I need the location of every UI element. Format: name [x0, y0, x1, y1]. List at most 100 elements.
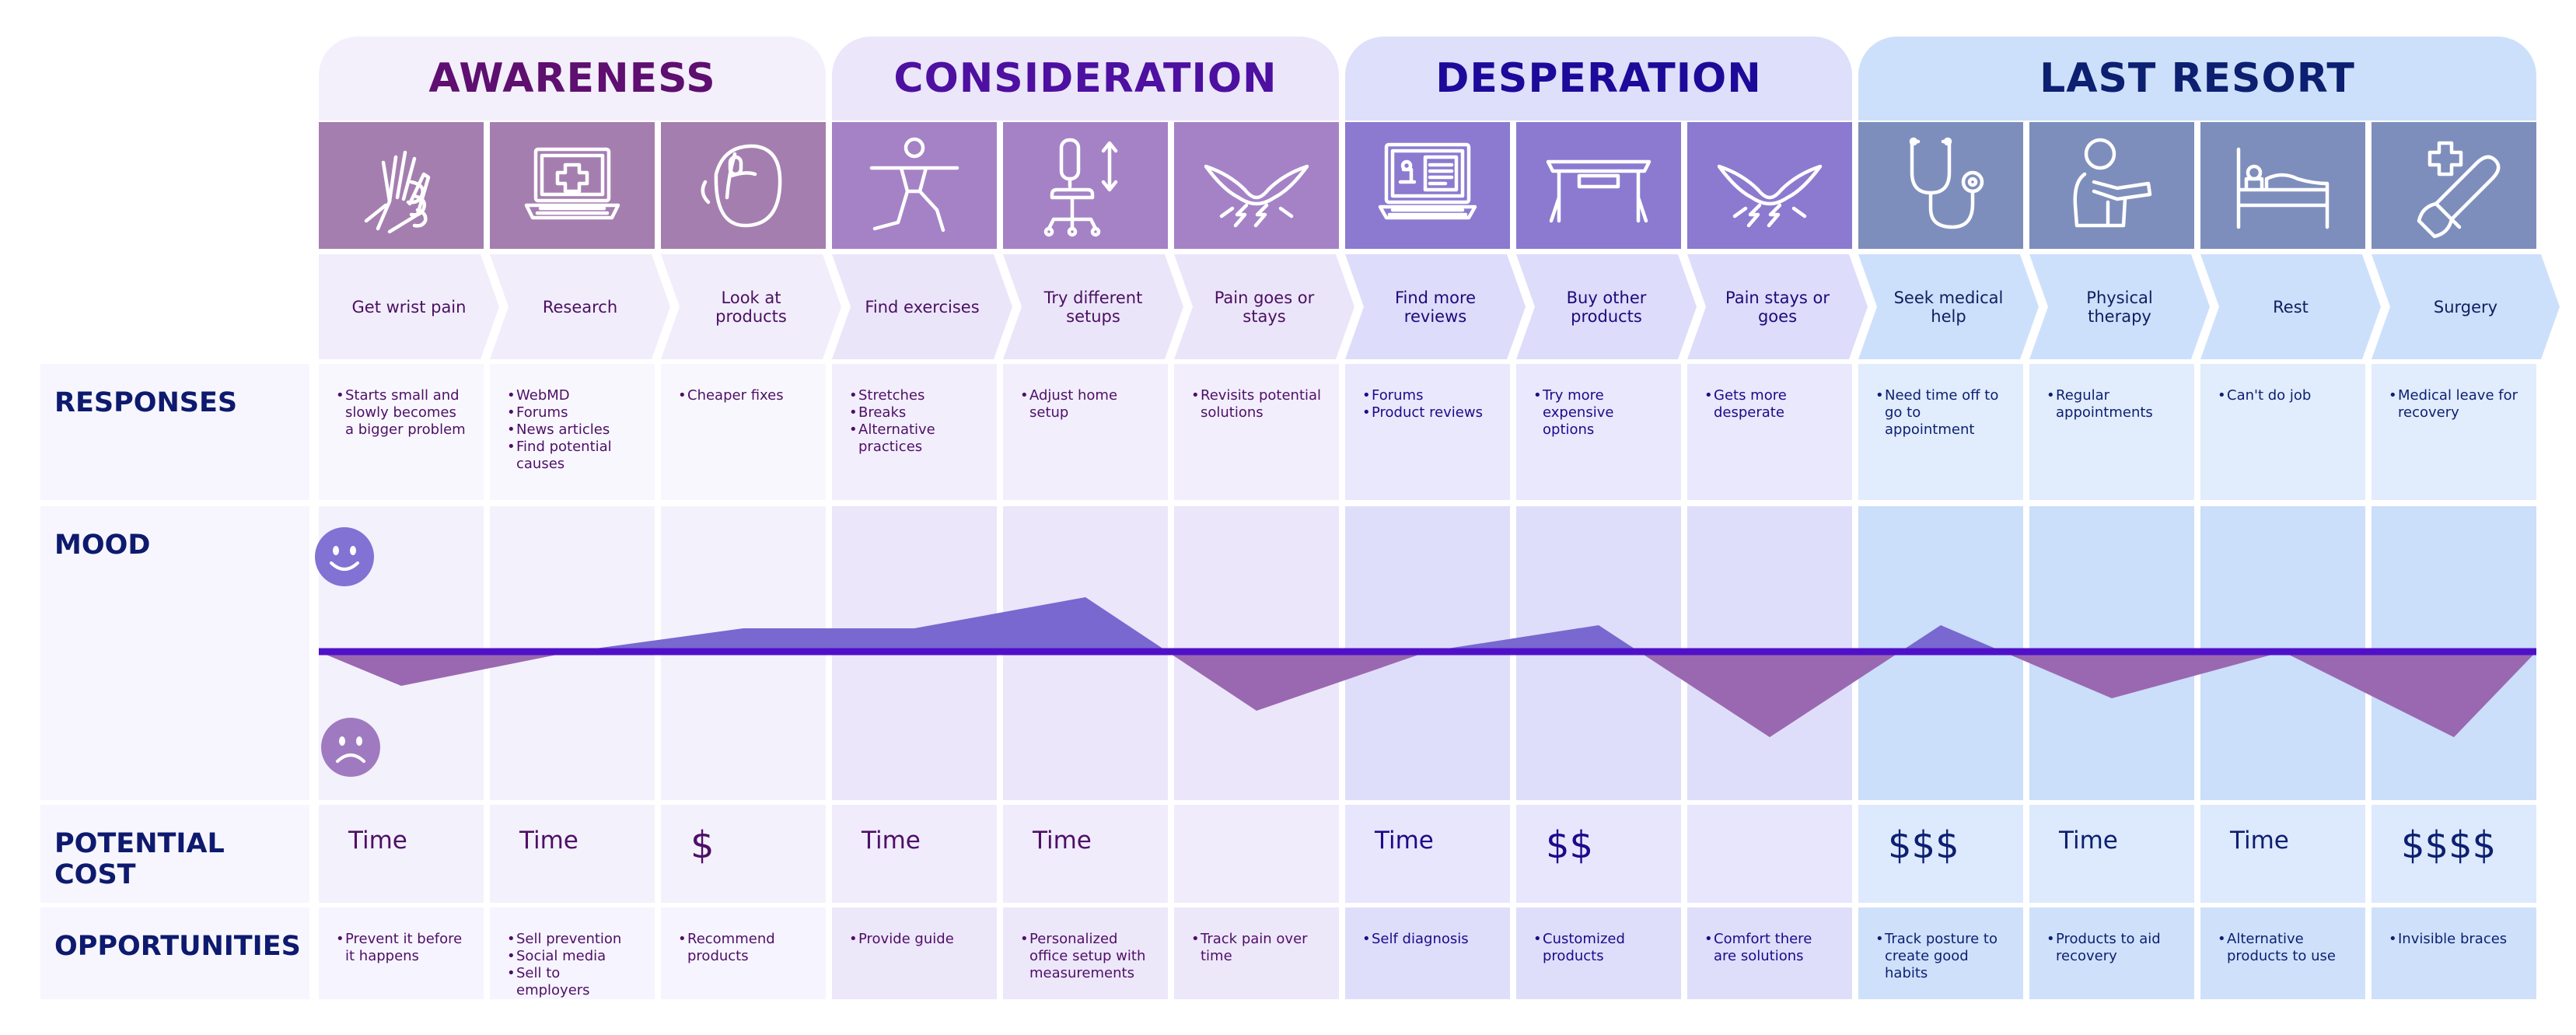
opportunity-item: Customized products: [1533, 931, 1664, 965]
responses-cell: StretchesBreaksAlternative practices: [832, 364, 997, 500]
response-item: Breaks: [849, 404, 980, 421]
step-label[interactable]: Try different setups: [1003, 254, 1183, 359]
opportunity-item: Sell to employers: [507, 965, 638, 999]
step-label[interactable]: Surgery: [2372, 254, 2560, 359]
physical-therapy-icon: [2073, 138, 2152, 227]
cost-cell: Time: [2029, 805, 2194, 903]
phase-header-3: LAST RESORT: [1858, 37, 2536, 121]
step-label[interactable]: Seek medical help: [1858, 254, 2039, 359]
scalpel-icon: [2417, 141, 2501, 238]
pain-flare-icon: [1717, 164, 1823, 227]
responses-list: Adjust home setup: [1020, 387, 1151, 421]
responses-list: Can't do job: [2218, 387, 2348, 404]
opportunities-list: Personalized office setup with measureme…: [1020, 931, 1151, 982]
step-label[interactable]: Find exercises: [832, 254, 1012, 359]
opportunities-cell: Sell preventionSocial mediaSell to emplo…: [490, 907, 655, 999]
responses-list: Gets more desperate: [1704, 387, 1835, 421]
pain-flare-icon: [1204, 164, 1309, 227]
cost-cell: Time: [1003, 805, 1168, 903]
responses-cell: Gets more desperate: [1687, 364, 1852, 500]
response-item: Can't do job: [2218, 387, 2348, 404]
opportunity-item: Comfort there are solutions: [1704, 931, 1835, 965]
opportunity-item: Track pain over time: [1191, 931, 1322, 965]
phase-header-0: AWARENESS: [319, 37, 826, 121]
responses-list: Regular appointments: [2046, 387, 2177, 421]
cost-cell: $$$$: [2372, 805, 2536, 903]
response-item: Adjust home setup: [1020, 387, 1151, 421]
response-item: Alternative practices: [849, 421, 980, 456]
opportunities-cell: Self diagnosis: [1345, 907, 1510, 999]
step-icon-tile: [319, 122, 484, 249]
step-label[interactable]: Buy other products: [1516, 254, 1697, 359]
responses-list: Starts small and slowly becomes a bigger…: [336, 387, 467, 439]
step-label[interactable]: Rest: [2200, 254, 2381, 359]
step-label[interactable]: Get wrist pain: [319, 254, 499, 359]
adjustable-chair-icon: [1043, 138, 1118, 236]
ergonomic-mouse-icon: [701, 144, 782, 227]
responses-list: Try more expensive options: [1533, 387, 1664, 439]
step-label[interactable]: Pain goes or stays: [1174, 254, 1354, 359]
responses-cell: Regular appointments: [2029, 364, 2194, 500]
smiley-face-icon: [315, 527, 374, 586]
responses-cell: Adjust home setup: [1003, 364, 1168, 500]
bed-rest-icon: [2236, 147, 2330, 229]
cost-cell: $$$: [1858, 805, 2023, 903]
responses-list: Revisits potential solutions: [1191, 387, 1322, 421]
cost-cell: [1687, 805, 1852, 903]
cost-cell: Time: [832, 805, 997, 903]
response-item: Stretches: [849, 387, 980, 404]
opportunities-list: Comfort there are solutions: [1704, 931, 1835, 965]
phase-header-2: DESPERATION: [1345, 37, 1852, 121]
responses-list: WebMDForumsNews articlesFind potential c…: [507, 387, 638, 473]
response-item: Starts small and slowly becomes a bigger…: [336, 387, 467, 439]
response-item: Need time off to go to appointment: [1875, 387, 2006, 439]
responses-cell: WebMDForumsNews articlesFind potential c…: [490, 364, 655, 500]
responses-cell: Try more expensive options: [1516, 364, 1681, 500]
responses-cell: Need time off to go to appointment: [1858, 364, 2023, 500]
step-icon-tile: [1687, 122, 1852, 249]
stethoscope-icon: [1909, 137, 1984, 229]
responses-cell: Cheaper fixes: [661, 364, 826, 500]
phase-header-1: CONSIDERATION: [832, 37, 1339, 121]
opportunities-list: Alternative products to use: [2218, 931, 2348, 965]
step-label[interactable]: Research: [490, 254, 670, 359]
responses-cell: Medical leave for recovery: [2372, 364, 2536, 500]
responses-cell: Can't do job: [2200, 364, 2365, 500]
responses-list: Cheaper fixes: [678, 387, 809, 404]
step-icon-tile: [2200, 122, 2365, 249]
responses-cell: Starts small and slowly becomes a bigger…: [319, 364, 484, 500]
stretching-person-icon: [869, 137, 959, 232]
opportunities-list: Sell preventionSocial mediaSell to emplo…: [507, 931, 638, 999]
opportunity-item: Prevent it before it happens: [336, 931, 467, 965]
opportunities-list: Self diagnosis: [1362, 931, 1493, 948]
opportunities-list: Recommend products: [678, 931, 809, 965]
opportunities-cell: Prevent it before it happens: [319, 907, 484, 999]
opportunities-cell: Track pain over time: [1174, 907, 1339, 999]
response-item: WebMD: [507, 387, 638, 404]
cost-cell: $$: [1516, 805, 1681, 903]
cost-cell: Time: [1345, 805, 1510, 903]
responses-list: Medical leave for recovery: [2389, 387, 2519, 421]
opportunities-cell: Products to aid recovery: [2029, 907, 2194, 999]
step-label[interactable]: Pain stays or goes: [1687, 254, 1868, 359]
response-item: Forums: [507, 404, 638, 421]
opportunities-cell: Comfort there are solutions: [1687, 907, 1852, 999]
cost-cell: Time: [319, 805, 484, 903]
opportunities-list: Track posture to create good habits: [1875, 931, 2006, 982]
opportunities-list: Invisible braces: [2389, 931, 2519, 948]
response-item: Try more expensive options: [1533, 387, 1664, 439]
opportunities-cell: Alternative products to use: [2200, 907, 2365, 999]
opportunity-item: Social media: [507, 948, 638, 965]
step-label[interactable]: Physical therapy: [2029, 254, 2210, 359]
step-label[interactable]: Look at products: [661, 254, 841, 359]
opportunity-item: Recommend products: [678, 931, 809, 965]
response-item: News articles: [507, 421, 638, 439]
opportunity-item: Personalized office setup with measureme…: [1020, 931, 1151, 982]
step-icon-tile: [832, 122, 997, 249]
opportunities-list: Prevent it before it happens: [336, 931, 467, 965]
response-item: Medical leave for recovery: [2389, 387, 2519, 421]
step-label[interactable]: Find more reviews: [1345, 254, 1526, 359]
opportunities-cell: Track posture to create good habits: [1858, 907, 2023, 999]
